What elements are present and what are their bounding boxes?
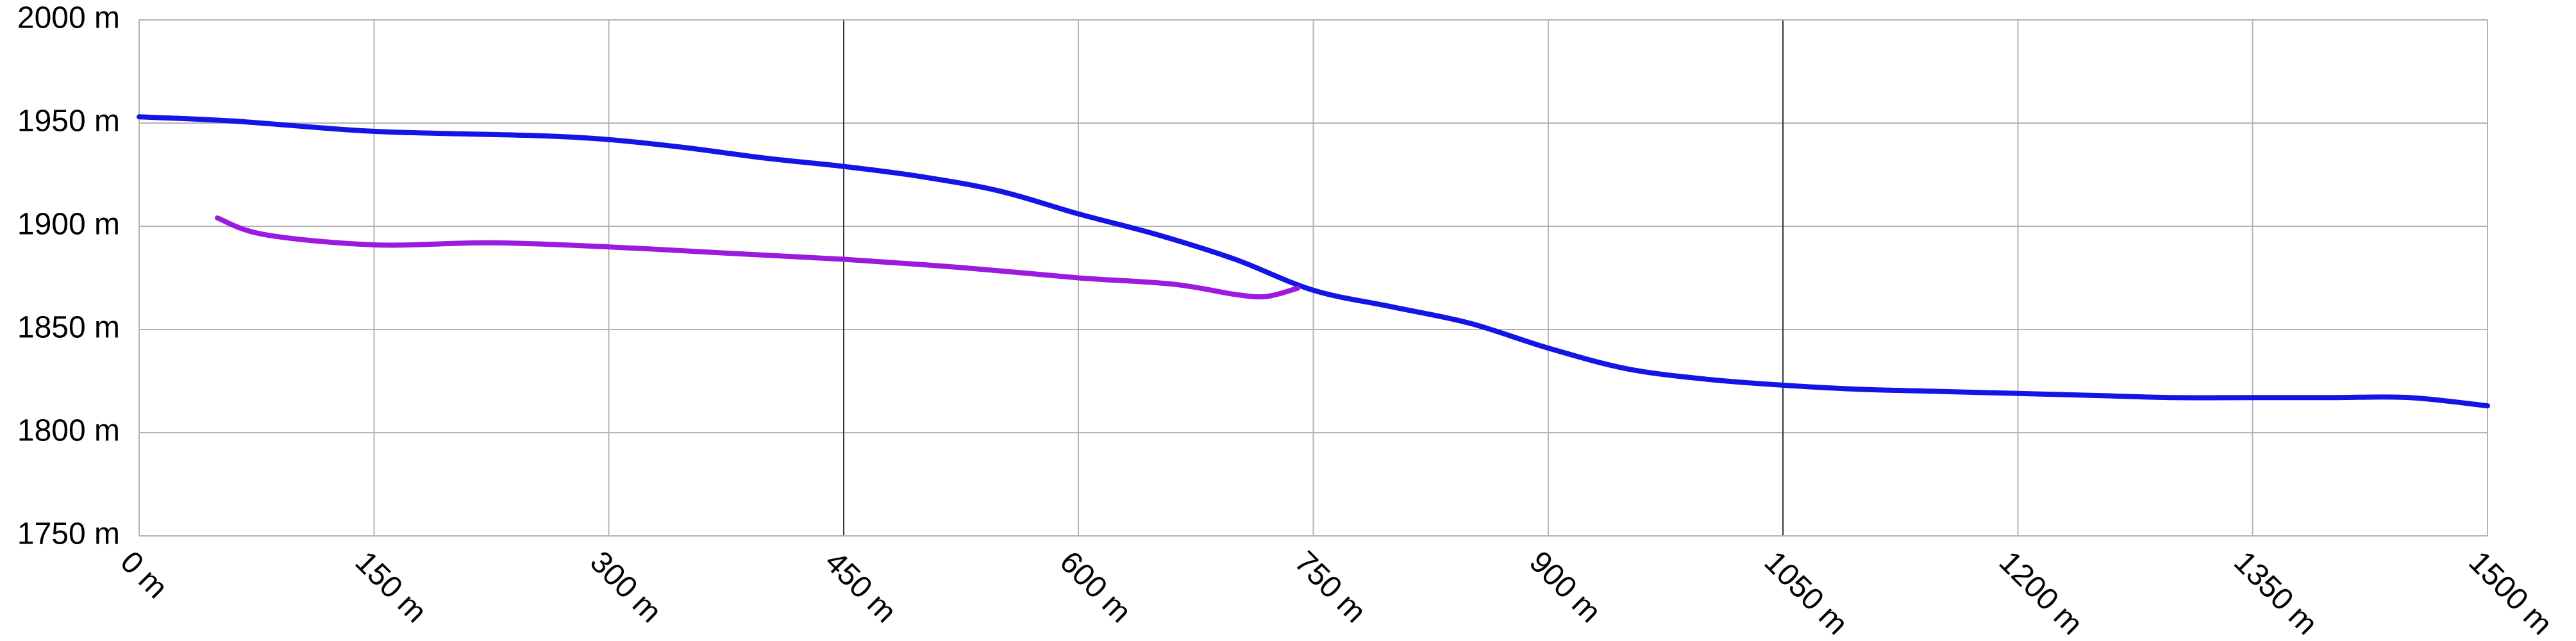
x-tick-label: 1350 m	[2227, 545, 2324, 641]
y-axis-tick-labels: 2000 m 1950 m 1900 m 1850 m 1800 m 1750 m	[17, 1, 120, 551]
x-tick-label: 750 m	[1288, 545, 1373, 629]
series-line-2	[215, 215, 1301, 300]
x-tick-label: 150 m	[349, 545, 433, 629]
x-axis-tick-labels: 0 m 150 m 300 m 450 m 600 m 750 m 900 m 1050 m 1…	[113, 545, 2559, 641]
y-tick-label: 1800 m	[17, 414, 120, 448]
x-tick-label: 0 m	[113, 545, 174, 605]
series-line-1	[137, 114, 2490, 409]
y-tick-label: 1900 m	[17, 208, 120, 242]
y-tick-label: 1850 m	[17, 311, 120, 345]
x-tick-label: 600 m	[1053, 545, 1138, 629]
x-tick-label: 1500 m	[2462, 545, 2559, 641]
x-tick-label: 300 m	[583, 545, 668, 629]
series-lines	[137, 114, 2490, 409]
grid	[138, 19, 2488, 537]
x-tick-label: 450 m	[818, 545, 903, 629]
y-tick-label: 2000 m	[17, 1, 120, 35]
y-tick-label: 1750 m	[17, 517, 120, 551]
x-tick-label: 1050 m	[1758, 545, 1855, 641]
x-tick-label: 900 m	[1523, 545, 1607, 629]
x-tick-label: 1200 m	[1993, 545, 2089, 641]
y-tick-label: 1950 m	[17, 104, 120, 138]
